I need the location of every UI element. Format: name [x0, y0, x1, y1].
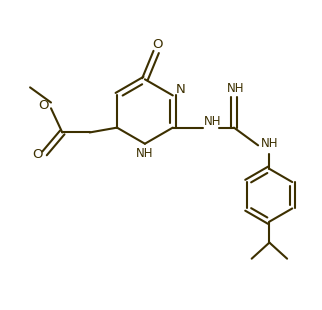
- Text: NH: NH: [204, 115, 222, 128]
- Text: N: N: [176, 83, 186, 96]
- Text: O: O: [153, 38, 163, 51]
- Text: NH: NH: [227, 82, 244, 95]
- Text: O: O: [32, 148, 43, 162]
- Text: NH: NH: [136, 147, 153, 160]
- Text: O: O: [39, 99, 49, 112]
- Text: NH: NH: [260, 137, 278, 150]
